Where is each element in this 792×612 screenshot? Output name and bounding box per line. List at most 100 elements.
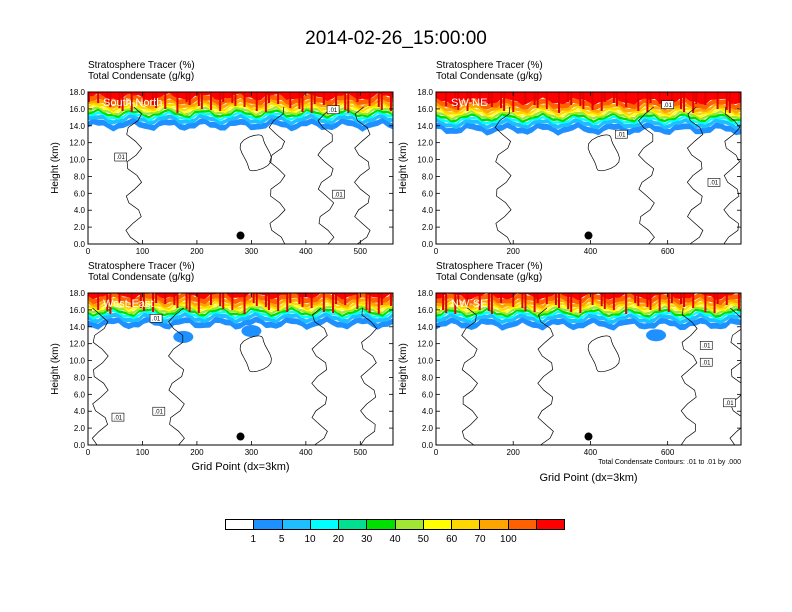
tracer-streak [466, 92, 469, 111]
location-marker [584, 432, 593, 441]
y-axis-label: Height (km) [50, 343, 61, 395]
condensate-contours [125, 106, 371, 244]
tracer-streak [365, 293, 368, 310]
y-tick-label: 16.0 [69, 306, 85, 315]
y-tick-label: 14.0 [69, 323, 85, 332]
colorbar-swatch [508, 520, 537, 529]
tracer-streak [118, 293, 121, 303]
tracer-streak [500, 293, 503, 303]
tracer-band [436, 303, 741, 313]
tracer-streak [176, 92, 179, 113]
tracer-shading [436, 293, 741, 342]
x-tick-label: 400 [299, 247, 313, 256]
tracer-streak [97, 293, 100, 310]
cut-label: South-North [103, 97, 162, 109]
tracer-streak [567, 92, 570, 102]
contour-footnote: Total Condensate Contours: .01 to .01 by… [598, 459, 741, 466]
tracer-streak [521, 293, 524, 308]
contour-label: .01 [725, 401, 734, 407]
colorbar-swatch [452, 520, 481, 529]
tracer-streak [692, 92, 695, 113]
tracer-streak [567, 293, 570, 309]
contour-line [168, 307, 185, 445]
y-tick-label: 8.0 [422, 172, 434, 181]
tracer-band [88, 296, 393, 308]
contour-label: .01 [702, 360, 711, 366]
tracer-streak [210, 293, 212, 305]
tracer-streak [130, 293, 133, 307]
contour-label: .01 [334, 192, 343, 198]
y-tick-label: 2.0 [74, 424, 86, 433]
contour-label: .01 [155, 409, 164, 415]
colorbar-swatch [480, 520, 509, 529]
tracer-streak [680, 293, 682, 304]
tracer-streak [487, 92, 490, 104]
x-tick-label: 300 [245, 247, 259, 256]
tracer-streak [298, 92, 301, 109]
tracer-streak [301, 92, 304, 112]
panel-south-north: Stratosphere Tracer (%)Total Condensate … [50, 60, 394, 256]
tracer-streak [658, 293, 661, 311]
x-tick-label: 600 [661, 448, 675, 457]
tracer-streak [222, 293, 225, 309]
tracer-streak [164, 293, 167, 304]
tracer-streak [545, 293, 548, 304]
x-tick-label: 400 [299, 448, 313, 457]
tracer-streak [298, 293, 301, 304]
x-tick-label: 200 [507, 247, 521, 256]
tracer-streak [121, 92, 124, 111]
tracer-streak [524, 92, 527, 104]
tracer-streak [445, 293, 448, 313]
colorbar-swatch [310, 520, 339, 529]
tracer-band [88, 306, 393, 318]
tracer-streak [570, 293, 573, 312]
tracer-streak [558, 92, 560, 113]
panel-nw-se: Stratosphere Tracer (%) Total Condensate … [398, 261, 742, 484]
tracer-streak [637, 293, 640, 306]
tracer-streak [524, 293, 527, 311]
tracer-streak [646, 92, 649, 112]
tracer-streak [704, 92, 707, 105]
colorbar-label: 50 [417, 534, 429, 545]
colorbar-labels: 1 5 10 20 30 40 50 60 70 100 [225, 534, 565, 548]
cut-label: West-East [103, 298, 154, 310]
tracer-streak [554, 293, 557, 305]
tracer-streak [219, 293, 222, 306]
tracer-band [88, 113, 393, 126]
colorbar-swatch [282, 520, 311, 529]
tracer-streak [356, 293, 359, 309]
tracer-streak [454, 293, 457, 314]
tracer-blob [173, 330, 194, 343]
tracer-streak [310, 92, 313, 113]
location-marker [236, 432, 245, 441]
tracer-streak [335, 92, 338, 109]
y-tick-label: 0.0 [74, 441, 86, 450]
tracer-streak [286, 293, 289, 312]
panel-header-line: Stratosphere Tracer (%) [436, 261, 543, 272]
tracer-streak [142, 293, 145, 311]
tracer-streak [512, 293, 515, 307]
tracer-streak [200, 92, 203, 109]
tracer-streak [389, 293, 392, 306]
tracer-streak [264, 92, 267, 112]
y-tick-label: 6.0 [74, 189, 86, 198]
y-tick-label: 16.0 [69, 105, 85, 114]
tracer-streak [356, 92, 359, 102]
tracer-streak [478, 293, 481, 310]
y-tick-label: 18.0 [69, 289, 85, 298]
x-tick-label: 500 [354, 448, 368, 457]
x-tick-label: 200 [507, 448, 521, 457]
tracer-band [88, 309, 393, 320]
y-tick-label: 0.0 [422, 441, 434, 450]
tracer-streak [389, 92, 392, 111]
colorbar-swatch [536, 520, 564, 529]
panel-header-line: Total Condensate (g/kg) [436, 71, 542, 82]
tracer-streak [512, 92, 515, 112]
tracer-streak [579, 293, 582, 313]
tracer-streak [109, 293, 112, 314]
tracer-streak [332, 293, 334, 313]
contour-label-box [699, 341, 713, 350]
contour-label-box [152, 406, 166, 416]
y-tick-label: 12.0 [69, 340, 85, 349]
tracer-streak [649, 92, 652, 103]
